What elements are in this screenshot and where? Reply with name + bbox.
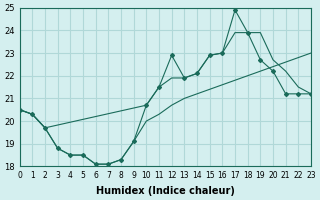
X-axis label: Humidex (Indice chaleur): Humidex (Indice chaleur): [96, 186, 235, 196]
